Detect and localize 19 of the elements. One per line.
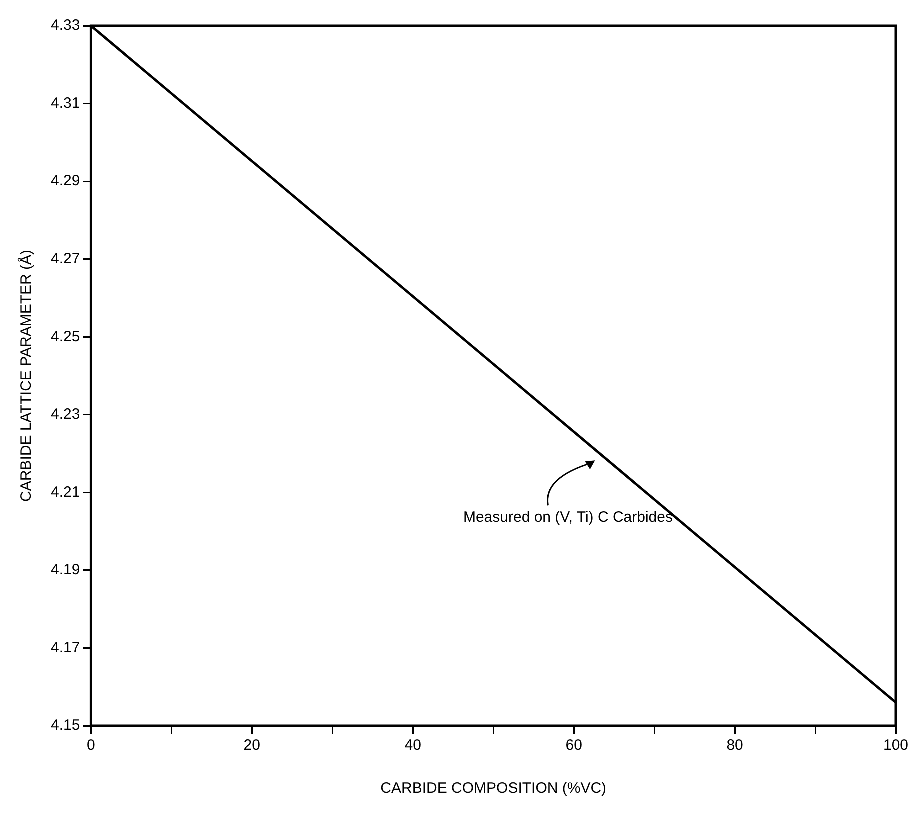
y-tick-label: 4.21 (50, 484, 80, 501)
x-axis-title: CARBIDE COMPOSITION (%VC) (380, 780, 607, 798)
x-tick-label: 0 (87, 737, 96, 754)
y-tick-label: 4.27 (50, 250, 80, 268)
x-tick-label: 100 (883, 737, 909, 754)
x-tick-label: 20 (244, 737, 260, 754)
y-tick-label: 4.23 (50, 406, 80, 424)
x-tick-label: 60 (566, 737, 582, 754)
y-tick-label: 4.33 (50, 17, 80, 34)
y-tick-label: 4.29 (50, 172, 80, 190)
y-axis-title: CARBIDE LATTICE PARAMETER (Å) (17, 250, 36, 502)
y-tick-label: 4.15 (50, 717, 80, 734)
x-tick-label: 40 (404, 737, 422, 754)
annotation: Measured on (V, Ti) C Carbides (463, 508, 673, 526)
x-tick-label: 80 (726, 737, 744, 754)
y-tick-label: 4.19 (50, 562, 80, 579)
y-tick-label: 4.31 (50, 94, 80, 112)
y-tick-label: 4.25 (50, 328, 80, 346)
y-tick-label: 4.17 (50, 639, 80, 656)
